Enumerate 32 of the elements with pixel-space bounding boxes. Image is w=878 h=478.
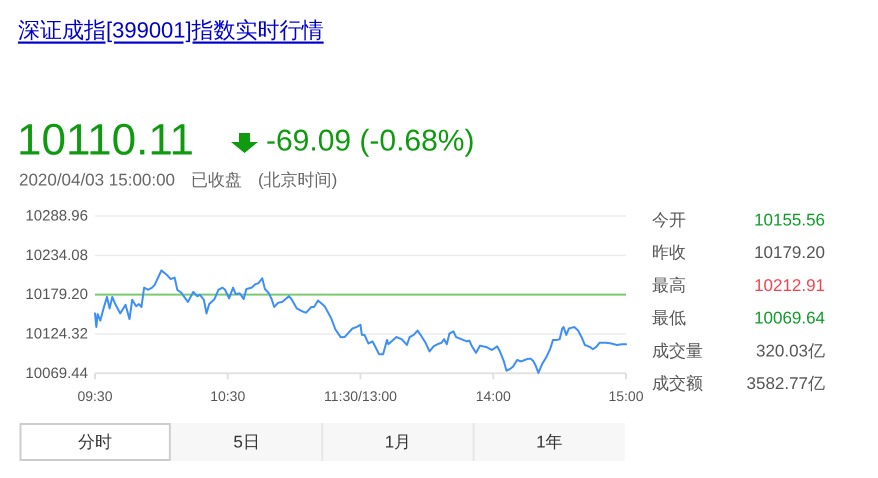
y-tick-label: 10288.96 [25, 208, 88, 224]
text: (北京时间) [258, 170, 338, 190]
text: 10155.56 [754, 210, 825, 230]
y-tick-label: 10124.32 [25, 325, 88, 342]
category-label: 最低 [652, 308, 686, 328]
category-label: 今开 [652, 210, 686, 230]
x-tick-label: 09:30 [77, 388, 113, 404]
x-tick-label: 14:00 [476, 388, 511, 404]
category-label: 分时 [78, 432, 112, 452]
category-label: 1年 [536, 432, 563, 452]
text: 10069.64 [754, 308, 825, 328]
category-label: 成交额 [652, 374, 703, 393]
text: 3582.77亿 [746, 374, 825, 393]
y-tick-label: 10069.44 [25, 364, 88, 382]
text: 10110.11 [17, 116, 194, 164]
category-label: 成交量 [652, 341, 703, 360]
category-label: 昨收 [652, 243, 686, 262]
y-tick-label: 10179.20 [25, 286, 88, 304]
y-tick-label: 10234.08 [25, 246, 88, 264]
text: 2020/04/03 15:00:00 [19, 170, 175, 190]
x-tick-label: 10:30 [210, 388, 246, 404]
text: 10212.91 [754, 276, 825, 295]
category-label: 1月 [384, 432, 412, 452]
text: 10179.20 [754, 243, 825, 262]
x-tick-label: 15:00 [608, 388, 644, 404]
category-label: 最高 [652, 276, 686, 295]
x-tick-label: 11:30/13:00 [324, 388, 398, 404]
text: -69.09 (-0.68%) [266, 124, 474, 158]
category-label: 5日 [233, 432, 260, 452]
text: 深证成指[399001]指数实时行情 [18, 18, 324, 42]
text: 320.03亿 [756, 341, 825, 360]
text: 已收盘 [190, 170, 242, 190]
